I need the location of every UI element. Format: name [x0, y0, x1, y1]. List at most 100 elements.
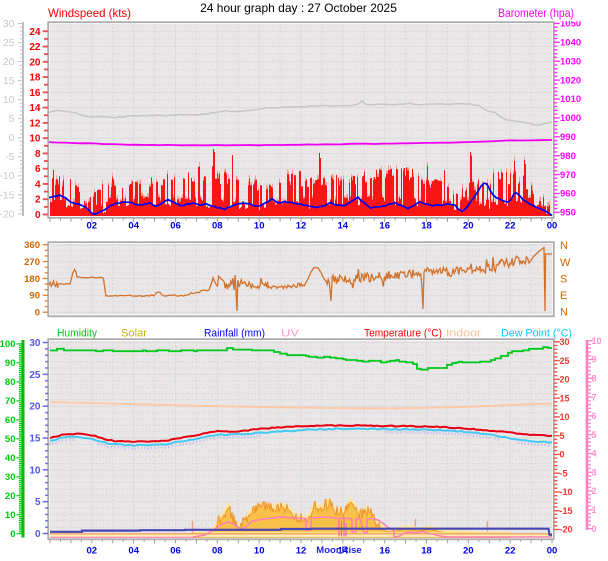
- svg-text:14: 14: [338, 546, 349, 557]
- svg-text:90: 90: [5, 358, 16, 369]
- svg-text:100: 100: [0, 339, 16, 350]
- svg-text:10: 10: [254, 221, 265, 232]
- svg-text:25: 25: [3, 37, 15, 49]
- svg-text:10: 10: [29, 134, 41, 145]
- svg-text:10: 10: [592, 336, 602, 346]
- svg-text:60: 60: [5, 415, 16, 426]
- svg-text:20: 20: [5, 491, 16, 502]
- svg-text:70: 70: [5, 396, 16, 407]
- svg-text:4: 4: [592, 449, 597, 459]
- svg-text:-15: -15: [560, 506, 573, 516]
- svg-text:04: 04: [128, 221, 139, 232]
- svg-text:1000: 1000: [560, 113, 581, 124]
- svg-text:180: 180: [24, 274, 40, 285]
- svg-text:270: 270: [24, 257, 40, 268]
- svg-text:6: 6: [35, 164, 41, 175]
- svg-text:-10: -10: [560, 487, 573, 497]
- svg-text:20: 20: [29, 402, 41, 413]
- svg-text:-20: -20: [0, 208, 15, 220]
- svg-text:1020: 1020: [560, 75, 581, 86]
- svg-text:04: 04: [128, 546, 139, 557]
- svg-text:Temperature (°C): Temperature (°C): [364, 328, 442, 340]
- svg-text:15: 15: [3, 75, 15, 87]
- svg-text:5: 5: [9, 113, 15, 125]
- svg-text:20: 20: [29, 57, 41, 68]
- svg-text:-5: -5: [560, 468, 568, 478]
- svg-text:18: 18: [421, 221, 432, 232]
- svg-text:22: 22: [29, 42, 41, 53]
- svg-text:E: E: [560, 290, 567, 302]
- svg-text:15: 15: [29, 434, 41, 445]
- svg-text:24: 24: [29, 27, 41, 38]
- svg-text:8: 8: [35, 149, 41, 160]
- svg-text:10: 10: [29, 465, 41, 476]
- svg-text:10: 10: [3, 94, 15, 106]
- svg-text:2: 2: [592, 486, 597, 496]
- svg-text:12: 12: [296, 221, 307, 232]
- svg-text:12: 12: [296, 546, 307, 557]
- svg-text:02: 02: [87, 221, 98, 232]
- svg-text:-15: -15: [0, 189, 15, 201]
- svg-text:90: 90: [29, 291, 40, 302]
- svg-text:14: 14: [29, 103, 41, 114]
- svg-text:30: 30: [3, 18, 15, 30]
- svg-text:25: 25: [29, 370, 41, 381]
- svg-text:06: 06: [170, 221, 181, 232]
- svg-text:30: 30: [5, 472, 16, 483]
- svg-text:20: 20: [3, 56, 15, 68]
- svg-text:2: 2: [35, 195, 41, 206]
- svg-text:24 hour graph day : 27 October: 24 hour graph day : 27 October 2025: [200, 1, 397, 15]
- svg-text:9: 9: [592, 355, 597, 365]
- svg-text:20: 20: [463, 546, 474, 557]
- svg-text:15: 15: [560, 393, 570, 403]
- svg-text:20: 20: [463, 221, 474, 232]
- svg-text:W: W: [560, 257, 571, 269]
- svg-text:6: 6: [592, 411, 597, 421]
- svg-text:4: 4: [35, 180, 41, 191]
- svg-text:14: 14: [338, 221, 349, 232]
- svg-text:25: 25: [560, 356, 570, 366]
- svg-text:20: 20: [560, 375, 570, 385]
- svg-text:7: 7: [592, 392, 597, 402]
- svg-text:950: 950: [560, 208, 576, 219]
- svg-text:5: 5: [35, 497, 41, 508]
- svg-text:Indoor: Indoor: [446, 328, 481, 340]
- svg-text:1050: 1050: [560, 19, 581, 30]
- svg-text:10: 10: [560, 412, 570, 422]
- svg-text:8: 8: [592, 374, 597, 384]
- svg-text:0: 0: [10, 529, 15, 540]
- svg-text:N: N: [560, 240, 568, 252]
- svg-text:30: 30: [29, 338, 41, 349]
- svg-text:360: 360: [24, 240, 40, 251]
- svg-text:-10: -10: [0, 170, 15, 182]
- svg-text:0: 0: [9, 132, 15, 144]
- svg-text:06: 06: [170, 546, 181, 557]
- svg-text:0: 0: [35, 210, 41, 221]
- svg-text:18: 18: [29, 73, 41, 84]
- svg-text:Rainfall (mm): Rainfall (mm): [204, 328, 265, 340]
- svg-text:50: 50: [5, 434, 16, 445]
- svg-text:08: 08: [212, 221, 223, 232]
- svg-text:1010: 1010: [560, 94, 581, 105]
- svg-text:-5: -5: [5, 151, 14, 163]
- svg-text:5: 5: [592, 430, 597, 440]
- svg-text:MoonRise: MoonRise: [316, 545, 361, 556]
- svg-text:10: 10: [254, 546, 265, 557]
- svg-text:Barometer (hpa): Barometer (hpa): [498, 6, 574, 20]
- svg-text:0: 0: [35, 308, 40, 319]
- svg-text:1030: 1030: [560, 56, 581, 67]
- svg-text:00: 00: [547, 546, 558, 557]
- svg-text:16: 16: [379, 221, 390, 232]
- svg-text:Windspeed (kts): Windspeed (kts): [48, 6, 131, 20]
- svg-text:990: 990: [560, 132, 576, 143]
- svg-text:22: 22: [505, 546, 516, 557]
- svg-text:10: 10: [5, 510, 16, 521]
- svg-text:5: 5: [560, 431, 565, 441]
- svg-text:0: 0: [560, 450, 565, 460]
- svg-text:970: 970: [560, 170, 576, 181]
- svg-text:12: 12: [29, 118, 41, 129]
- svg-text:Humidity: Humidity: [57, 328, 97, 340]
- svg-text:0: 0: [592, 524, 597, 534]
- svg-text:00: 00: [547, 221, 558, 232]
- svg-text:UV: UV: [281, 328, 300, 340]
